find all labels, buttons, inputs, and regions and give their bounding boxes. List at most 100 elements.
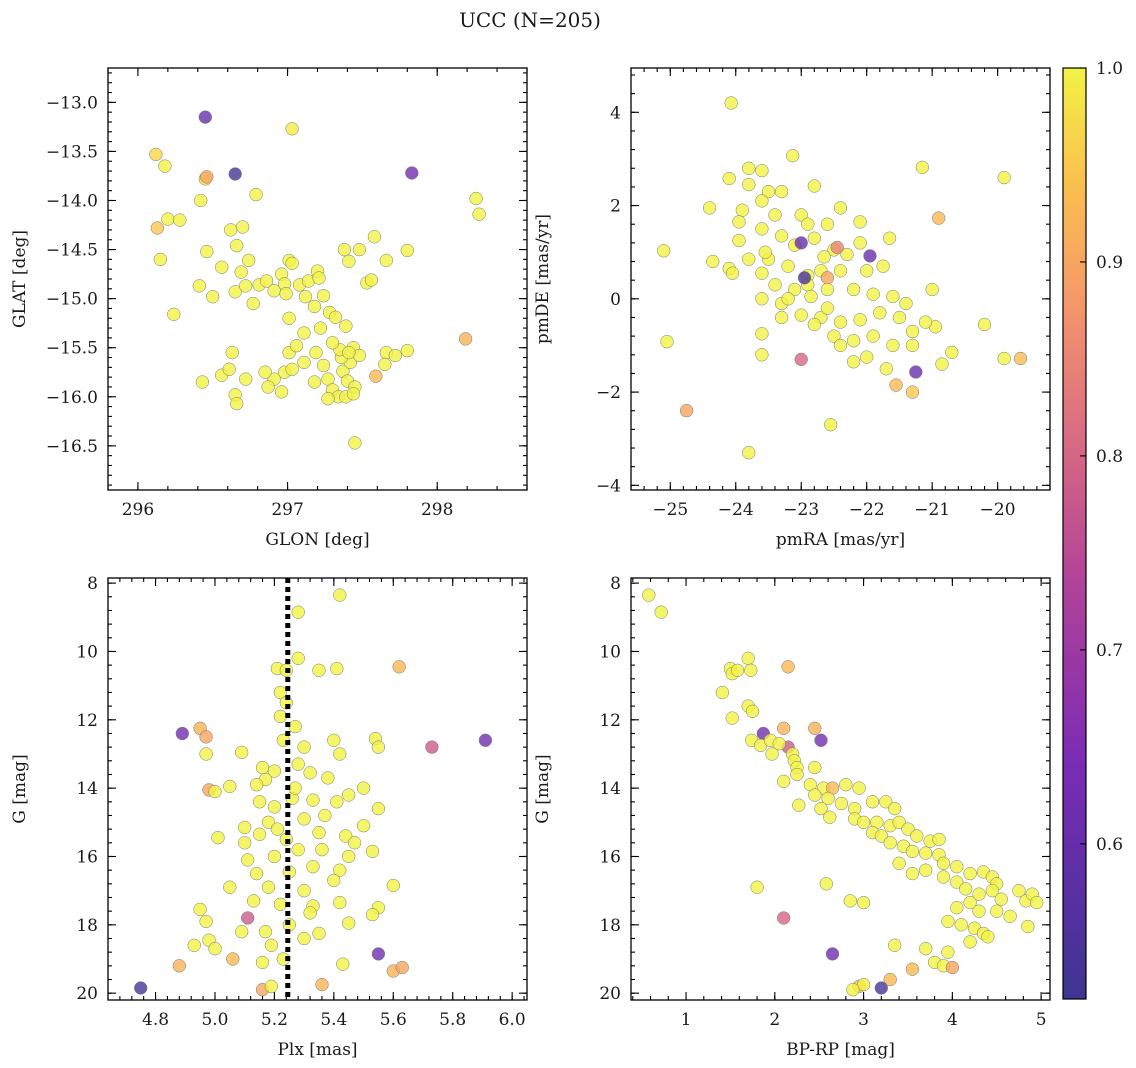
x-tick-label: −21 xyxy=(914,500,950,520)
scatter-point xyxy=(905,866,920,881)
scatter-point xyxy=(892,856,906,870)
y-tick-label: 8 xyxy=(87,574,98,594)
scatter-point xyxy=(228,167,242,181)
scatter-point xyxy=(892,815,906,829)
scatter-point xyxy=(901,822,915,836)
scatter-point xyxy=(371,947,386,961)
scatter-point xyxy=(400,343,414,358)
y-tick-label: −13.0 xyxy=(46,93,98,113)
scatter-point xyxy=(963,895,977,910)
scatter-point xyxy=(285,362,299,376)
scatter-point xyxy=(371,740,386,754)
scatter-point xyxy=(297,812,311,826)
x-tick-label: 4 xyxy=(947,1010,958,1030)
y-tick-label: 16 xyxy=(599,847,621,867)
scatter-point xyxy=(732,215,746,229)
scatter-point xyxy=(981,930,995,944)
scatter-point xyxy=(288,781,302,795)
scatter-point xyxy=(364,273,379,287)
scatter-point xyxy=(742,161,756,175)
scatter-point xyxy=(378,357,392,372)
scatter-point xyxy=(386,878,400,893)
scatter-point xyxy=(985,884,999,898)
scatter-point xyxy=(954,918,968,932)
scatter-point xyxy=(223,880,237,894)
scatter-point xyxy=(199,914,213,929)
x-axis-label: Plx [mas] xyxy=(277,1040,357,1060)
scatter-point xyxy=(367,230,382,244)
y-tick-label: 16 xyxy=(76,847,98,867)
panel-pmra-pmde: −25 −24 −23 −22 −21 −20 4 2 0 −2 −4 pmRA [mas/yr] pm… xyxy=(533,67,1051,550)
scatter-point xyxy=(905,844,920,859)
scatter-point xyxy=(977,317,992,332)
scatter-point xyxy=(932,211,946,225)
y-axis-label: pmDE [mas/yr] xyxy=(533,214,553,344)
scatter-point xyxy=(876,259,890,273)
scatter-point xyxy=(249,866,264,881)
scatter-point xyxy=(172,959,186,973)
scatter-point xyxy=(755,327,769,341)
scatter-point xyxy=(715,685,730,700)
scatter-point xyxy=(950,860,964,874)
x-axis-label: pmRA [mas/yr] xyxy=(776,530,905,550)
scatter-point xyxy=(846,983,860,997)
scatter-point xyxy=(371,801,386,816)
scatter-point xyxy=(252,795,267,809)
scatter-point xyxy=(158,159,172,173)
scatter-point xyxy=(741,651,755,665)
scatter-point xyxy=(208,784,222,799)
scatter-point xyxy=(873,306,887,320)
scatter-point xyxy=(905,962,920,976)
scatter-point xyxy=(342,788,356,802)
scatter-point xyxy=(883,836,897,850)
scatter-point xyxy=(425,740,439,754)
scatter-point xyxy=(339,319,353,333)
scatter-point xyxy=(348,436,362,450)
scatter-point xyxy=(768,278,782,292)
scatter-point xyxy=(234,265,248,279)
scatter-point xyxy=(330,661,344,676)
scatter-point xyxy=(273,685,288,700)
scatter-point xyxy=(905,338,920,353)
scatter-point xyxy=(919,846,933,860)
y-tick-label: −14.0 xyxy=(46,191,98,211)
y-tick-label: 14 xyxy=(599,779,621,799)
scatter-point xyxy=(291,843,305,857)
x-tick-label: 5.8 xyxy=(439,1010,466,1030)
scatter-point xyxy=(833,201,848,215)
scatter-point xyxy=(321,392,335,406)
scatter-point xyxy=(915,160,929,174)
scatter-point xyxy=(365,844,380,859)
scatter-point xyxy=(853,215,867,229)
scatter-point xyxy=(306,793,320,807)
y-tick-label: 10 xyxy=(599,642,621,662)
scatter-point xyxy=(246,894,261,908)
scatter-point xyxy=(347,836,362,850)
scatter-point xyxy=(297,355,311,370)
scatter-point xyxy=(910,829,924,843)
scatter-point xyxy=(833,264,848,278)
scatter-point xyxy=(657,244,671,258)
scatter-point xyxy=(270,822,285,836)
scatter-point xyxy=(252,827,267,841)
scatter-point xyxy=(654,605,668,619)
scatter-point xyxy=(273,897,288,911)
y-tick-label: 4 xyxy=(610,103,621,123)
scatter-point xyxy=(963,935,977,949)
scatter-point xyxy=(273,709,288,724)
scatter-point xyxy=(788,282,802,297)
x-tick-label: −25 xyxy=(652,500,688,520)
scatter-point xyxy=(879,362,893,376)
colorbar-tick-label: 1.0 xyxy=(1096,59,1123,79)
scatter-point xyxy=(395,960,409,975)
scatter-point xyxy=(790,767,804,782)
scatter-point xyxy=(820,282,835,297)
scatter-point xyxy=(315,977,329,992)
figure-title: UCC (N=205) xyxy=(459,8,601,32)
scatter-point xyxy=(941,945,955,959)
x-tick-label: 3 xyxy=(858,1010,869,1030)
scatter-point xyxy=(312,271,326,285)
scatter-point xyxy=(860,350,874,364)
scatter-point xyxy=(365,907,380,922)
scatter-point xyxy=(918,315,933,329)
